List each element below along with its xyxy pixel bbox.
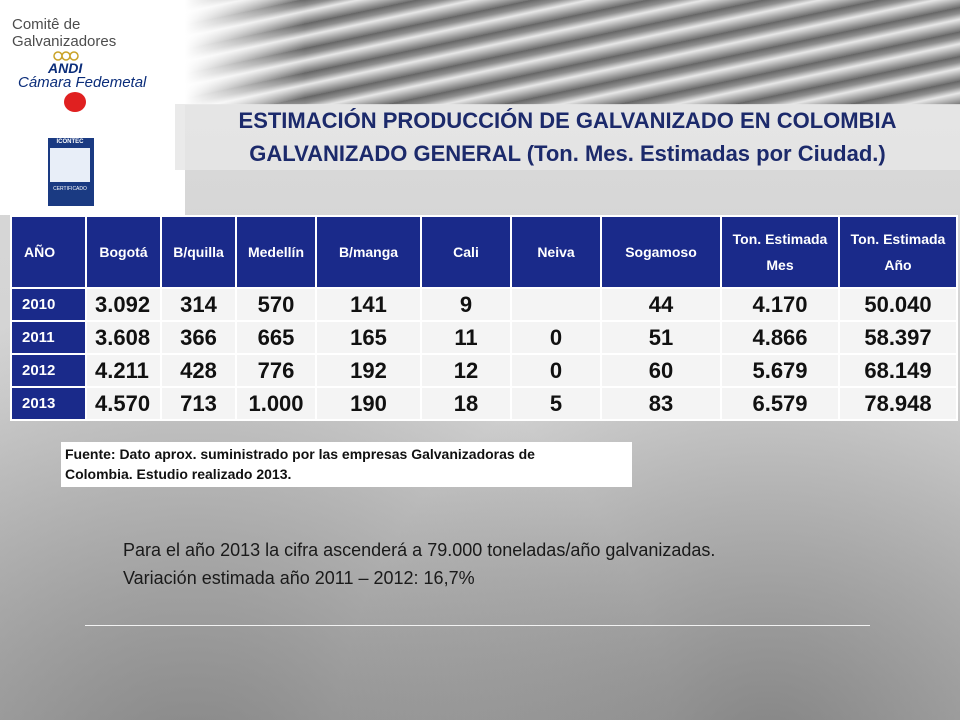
table-cell: 68.149 — [838, 353, 958, 388]
table-cell: 0 — [510, 353, 602, 388]
table-cell: 366 — [160, 320, 237, 355]
table-cell: 4.866 — [720, 320, 840, 355]
column-header: Ton. Estimada Mes — [720, 215, 840, 289]
logo-panel: Comitê de Galvanizadores ANDI Cámara Fed… — [0, 0, 185, 215]
table-cell: 18 — [420, 386, 512, 421]
table-cell: 1.000 — [235, 386, 317, 421]
table-cell: 3.608 — [85, 320, 162, 355]
corrugated-metal-image — [185, 0, 960, 105]
column-header: Neiva — [510, 215, 602, 289]
andi-logo — [18, 50, 138, 120]
summary-line-1: Para el año 2013 la cifra ascenderá a 79… — [123, 540, 716, 560]
table-cell: 0 — [510, 320, 602, 355]
column-header: Medellín — [235, 215, 317, 289]
year-cell: 2011 — [10, 320, 87, 355]
table-cell: 12 — [420, 353, 512, 388]
title-line-2: GALVANIZADO GENERAL (Ton. Mes. Estimadas… — [249, 141, 886, 166]
table-cell: 50.040 — [838, 287, 958, 322]
table-cell: 665 — [235, 320, 317, 355]
table-cell: 5.679 — [720, 353, 840, 388]
andi-logo-text: ANDI — [48, 60, 83, 76]
title-line-1: ESTIMACIÓN PRODUCCIÓN DE GALVANIZADO EN … — [238, 108, 897, 133]
table-cell: 570 — [235, 287, 317, 322]
table-cell: 428 — [160, 353, 237, 388]
table-row: 2011 3.608 366 665 165 11 0 51 4.866 58.… — [10, 320, 958, 355]
andi-emblem-icon — [53, 51, 79, 61]
table-cell: 713 — [160, 386, 237, 421]
table-cell: 141 — [315, 287, 422, 322]
source-note: Fuente: Dato aprox. suministrado por las… — [61, 442, 632, 487]
table-cell: 51 — [600, 320, 722, 355]
table-row: 2012 4.211 428 776 192 12 0 60 5.679 68.… — [10, 353, 958, 388]
table-cell: 5 — [510, 386, 602, 421]
table-header-row: AÑO Bogotá B/quilla Medellín B/manga Cal… — [10, 215, 958, 289]
icontec-emblem-icon — [50, 148, 90, 182]
divider — [85, 625, 870, 626]
production-table: AÑO Bogotá B/quilla Medellín B/manga Cal… — [10, 215, 958, 421]
column-header: B/manga — [315, 215, 422, 289]
table-cell: 6.579 — [720, 386, 840, 421]
summary-line-2: Variación estimada año 2011 – 2012: 16,7… — [123, 568, 475, 588]
column-header: AÑO — [10, 215, 87, 289]
year-cell: 2012 — [10, 353, 87, 388]
brand-name: Comitê de Galvanizadores — [12, 16, 117, 50]
column-header: B/quilla — [160, 215, 237, 289]
table-cell: 165 — [315, 320, 422, 355]
table-cell: 3.092 — [85, 287, 162, 322]
column-header: Sogamoso — [600, 215, 722, 289]
summary-notes: Para el año 2013 la cifra ascenderá a 79… — [123, 536, 715, 592]
table-cell — [510, 287, 602, 322]
table-cell: 192 — [315, 353, 422, 388]
table-cell: 83 — [600, 386, 722, 421]
column-header: Bogotá — [85, 215, 162, 289]
table-cell: 9 — [420, 287, 512, 322]
source-line-1: Fuente: Dato aprox. suministrado por las… — [65, 446, 535, 462]
column-header: Cali — [420, 215, 512, 289]
table-row: 2013 4.570 713 1.000 190 18 5 83 6.579 7… — [10, 386, 958, 421]
page-title: ESTIMACIÓN PRODUCCIÓN DE GALVANIZADO EN … — [175, 104, 960, 170]
source-line-2: Colombia. Estudio realizado 2013. — [65, 466, 292, 482]
table-cell: 4.570 — [85, 386, 162, 421]
table-row: 2010 3.092 314 570 141 9 44 4.170 50.040 — [10, 287, 958, 322]
table-cell: 4.170 — [720, 287, 840, 322]
table-cell: 776 — [235, 353, 317, 388]
icontec-logo-text: ICONTEC — [56, 139, 84, 145]
column-header: Ton. Estimada Año — [838, 215, 958, 289]
year-cell: 2013 — [10, 386, 87, 421]
year-cell: 2010 — [10, 287, 87, 322]
table-cell: 4.211 — [85, 353, 162, 388]
anvil-icon — [64, 92, 86, 112]
image-fade — [185, 0, 305, 105]
table-cell: 78.948 — [838, 386, 958, 421]
andi-logo-subtitle: Cámara Fedemetal — [18, 74, 147, 91]
table-cell: 58.397 — [838, 320, 958, 355]
certification-label: CERTIFICADO — [53, 186, 87, 192]
table-cell: 11 — [420, 320, 512, 355]
table-cell: 190 — [315, 386, 422, 421]
table-cell: 60 — [600, 353, 722, 388]
table-cell: 314 — [160, 287, 237, 322]
table-cell: 44 — [600, 287, 722, 322]
